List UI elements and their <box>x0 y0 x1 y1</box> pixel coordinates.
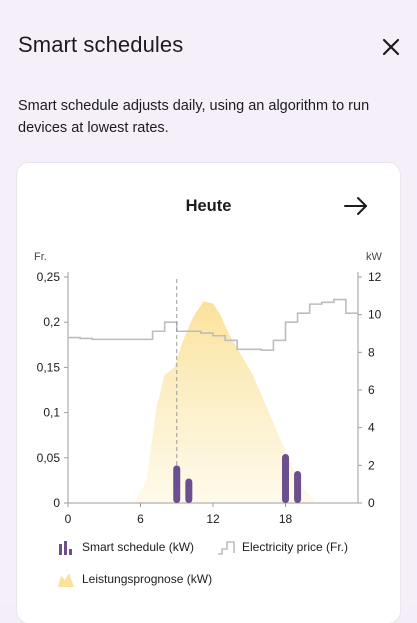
x-tick-label: 18 <box>279 512 293 526</box>
right-tick-label: 2 <box>368 458 375 472</box>
legend-schedule: Smart schedule (kW) <box>57 539 194 555</box>
area-chart-icon <box>58 573 74 587</box>
schedule-bar <box>173 465 181 503</box>
legend-forecast-label: Leistungsprognose (kW) <box>82 572 213 586</box>
left-tick-label: 0,1 <box>43 406 60 420</box>
price-step-line <box>68 298 358 352</box>
left-tick-label: 0,2 <box>43 315 60 329</box>
legend-schedule-label: Smart schedule (kW) <box>82 540 195 554</box>
left-tick-label: 0,15 <box>37 360 61 374</box>
right-tick-label: 8 <box>368 345 375 359</box>
x-tick-label: 6 <box>137 512 144 526</box>
right-tick-label: 0 <box>368 496 375 510</box>
right-axis-unit: kW <box>366 251 383 263</box>
left-axis-unit: Fr. <box>34 251 47 263</box>
x-tick-label: 0 <box>65 512 72 526</box>
legend-forecast: Leistungsprognose (kW) <box>57 571 212 587</box>
left-tick-label: 0 <box>53 496 60 510</box>
left-tick-label: 0,25 <box>37 270 61 284</box>
bottom-sheet: Smart schedules Smart schedule adjusts d… <box>17 32 404 623</box>
schedule-bar <box>185 478 193 503</box>
legend-price: Electricity price (Fr.) <box>217 539 348 555</box>
right-tick-label: 12 <box>368 270 382 284</box>
card-title: Heute <box>185 197 232 215</box>
bar-chart-icon <box>59 541 72 555</box>
right-tick-label: 10 <box>368 308 382 322</box>
schedule-bar <box>282 454 289 503</box>
right-tick-label: 4 <box>368 421 375 435</box>
x-tick-label: 12 <box>206 512 220 526</box>
schedule-bar <box>294 470 302 503</box>
forecast-area <box>134 301 316 503</box>
schedule-card: Heute 0 0,05 0,1 0,15 0,2 0,25 0 2 4 6 8 10 12 0 6 12 18… <box>17 163 400 623</box>
schedule-chart: 0 0,05 0,1 0,15 0,2 0,25 0 2 4 6 8 10 12 0 6 12 18 Fr. kW <box>34 251 383 526</box>
dialog-description: Smart schedule adjusts daily, using an a… <box>18 98 370 136</box>
arrow-right-icon[interactable] <box>343 195 369 217</box>
legend-price-label: Electricity price (Fr.) <box>242 540 349 554</box>
left-tick-label: 0,05 <box>37 451 61 465</box>
dialog-title: Smart schedules <box>18 32 184 57</box>
right-tick-label: 6 <box>368 383 375 397</box>
step-line-icon <box>218 541 235 555</box>
close-icon[interactable] <box>378 34 404 60</box>
